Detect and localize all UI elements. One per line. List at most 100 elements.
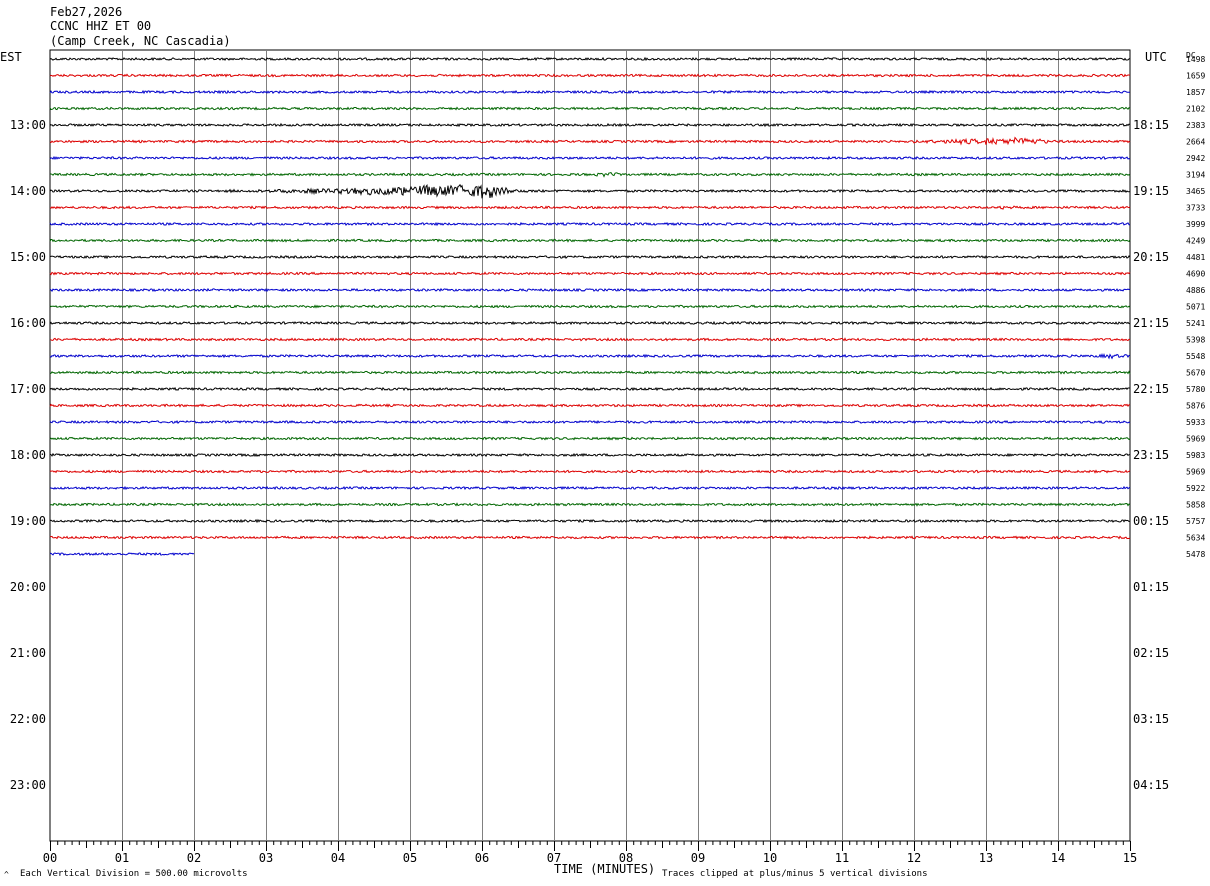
corner-mark: ^ bbox=[4, 870, 9, 879]
seismic-trace bbox=[49, 337, 1131, 342]
seismic-trace bbox=[49, 352, 1131, 360]
left-hour-label: 20:00 bbox=[10, 580, 46, 594]
left-hour-label: 21:00 bbox=[10, 646, 46, 660]
x-tick-label: 10 bbox=[763, 851, 777, 865]
dc-value: 4886 bbox=[1186, 286, 1205, 295]
seismic-trace bbox=[49, 136, 1131, 146]
right-hour-label: 22:15 bbox=[1133, 382, 1169, 396]
dc-value: 2942 bbox=[1186, 154, 1205, 163]
dc-value: 5780 bbox=[1186, 385, 1205, 394]
dc-value: 1857 bbox=[1186, 88, 1205, 97]
dc-value: 5398 bbox=[1186, 336, 1205, 345]
left-hour-label: 14:00 bbox=[10, 184, 46, 198]
seismic-trace bbox=[49, 485, 1131, 491]
x-tick-label: 15 bbox=[1123, 851, 1137, 865]
right-hour-label: 02:15 bbox=[1133, 646, 1169, 660]
header-location: (Camp Creek, NC Cascadia) bbox=[50, 34, 231, 48]
dc-value: 5071 bbox=[1186, 303, 1205, 312]
x-tick-label: 13 bbox=[979, 851, 993, 865]
seismic-trace bbox=[49, 419, 1131, 425]
x-tick-label: 01 bbox=[115, 851, 129, 865]
dc-value: 5858 bbox=[1186, 501, 1205, 510]
dc-value: 1659 bbox=[1186, 72, 1205, 81]
seismic-trace bbox=[49, 535, 1131, 540]
seismic-trace bbox=[49, 106, 1131, 111]
left-axis-label: EST bbox=[0, 50, 22, 64]
seismic-trace bbox=[49, 436, 1131, 441]
seismic-trace bbox=[49, 452, 1131, 458]
dc-value: 5478 bbox=[1186, 550, 1205, 559]
seismic-trace bbox=[49, 502, 1131, 507]
x-tick-label: 02 bbox=[187, 851, 201, 865]
dc-value: 2383 bbox=[1186, 121, 1205, 130]
x-tick-label: 05 bbox=[403, 851, 417, 865]
seismic-trace bbox=[49, 183, 1131, 199]
right-hour-label: 20:15 bbox=[1133, 250, 1169, 264]
x-tick-label: 03 bbox=[259, 851, 273, 865]
right-axis-label: UTC bbox=[1145, 50, 1167, 64]
seismic-trace bbox=[49, 320, 1131, 326]
x-tick-label: 00 bbox=[43, 851, 57, 865]
seismic-trace bbox=[49, 469, 1131, 474]
x-tick-label: 12 bbox=[907, 851, 921, 865]
x-tick-label: 11 bbox=[835, 851, 849, 865]
seismic-trace bbox=[49, 56, 1131, 62]
left-hour-label: 16:00 bbox=[10, 316, 46, 330]
seismic-trace bbox=[49, 172, 1131, 178]
seismic-trace bbox=[49, 155, 1131, 161]
plot-frame bbox=[49, 49, 1131, 842]
seismic-trace bbox=[49, 304, 1131, 309]
seismic-trace bbox=[49, 89, 1130, 95]
header-date: Feb27,2026 bbox=[50, 5, 122, 19]
seismic-trace bbox=[49, 287, 1131, 293]
clip-note: Traces clipped at plus/minus 5 vertical … bbox=[662, 869, 928, 879]
left-hour-label: 18:00 bbox=[10, 448, 46, 462]
left-hour-label: 23:00 bbox=[10, 778, 46, 792]
dc-value: 1498 bbox=[1186, 55, 1205, 64]
dc-value: 5670 bbox=[1186, 369, 1205, 378]
seismic-trace bbox=[50, 254, 1131, 260]
seismic-trace bbox=[49, 238, 1131, 243]
x-tick-label: 08 bbox=[619, 851, 633, 865]
dc-value: 5922 bbox=[1186, 484, 1205, 493]
seismic-trace bbox=[49, 122, 1131, 128]
dc-value: 5969 bbox=[1186, 435, 1205, 444]
right-hour-label: 18:15 bbox=[1133, 118, 1169, 132]
dc-value: 2664 bbox=[1186, 138, 1205, 147]
seismic-trace bbox=[49, 370, 1131, 375]
right-hour-label: 01:15 bbox=[1133, 580, 1169, 594]
dc-value: 5548 bbox=[1186, 352, 1205, 361]
dc-label: DC bbox=[1186, 51, 1196, 60]
right-hour-label: 00:15 bbox=[1133, 514, 1169, 528]
seismic-trace bbox=[49, 73, 1131, 78]
dc-value: 3465 bbox=[1186, 187, 1205, 196]
header-station: CCNC HHZ ET 00 bbox=[50, 19, 151, 33]
dc-value: 5933 bbox=[1186, 418, 1205, 427]
dc-value: 5983 bbox=[1186, 451, 1205, 460]
seismic-trace bbox=[49, 205, 1131, 210]
left-hour-label: 13:00 bbox=[10, 118, 46, 132]
x-axis-title: TIME (MINUTES) bbox=[554, 862, 655, 876]
left-hour-label: 17:00 bbox=[10, 382, 46, 396]
right-hour-label: 04:15 bbox=[1133, 778, 1169, 792]
dc-value: 3194 bbox=[1186, 171, 1205, 180]
scale-note: Each Vertical Division = 500.00 microvol… bbox=[20, 869, 248, 879]
dc-value: 5241 bbox=[1186, 319, 1205, 328]
left-hour-label: 15:00 bbox=[10, 250, 46, 264]
x-tick-label: 07 bbox=[547, 851, 561, 865]
right-hour-label: 21:15 bbox=[1133, 316, 1169, 330]
seismic-trace bbox=[49, 221, 1131, 227]
right-hour-label: 03:15 bbox=[1133, 712, 1169, 726]
dc-value: 4249 bbox=[1186, 237, 1205, 246]
dc-value: 5757 bbox=[1186, 517, 1205, 526]
dc-value: 5634 bbox=[1186, 534, 1205, 543]
left-hour-label: 19:00 bbox=[10, 514, 46, 528]
seismic-trace bbox=[49, 386, 1130, 392]
dc-value: 3733 bbox=[1186, 204, 1205, 213]
dc-value: 5876 bbox=[1186, 402, 1205, 411]
left-hour-label: 22:00 bbox=[10, 712, 46, 726]
dc-value: 4481 bbox=[1186, 253, 1205, 262]
x-tick-label: 09 bbox=[691, 851, 705, 865]
dc-value: 3999 bbox=[1186, 220, 1205, 229]
